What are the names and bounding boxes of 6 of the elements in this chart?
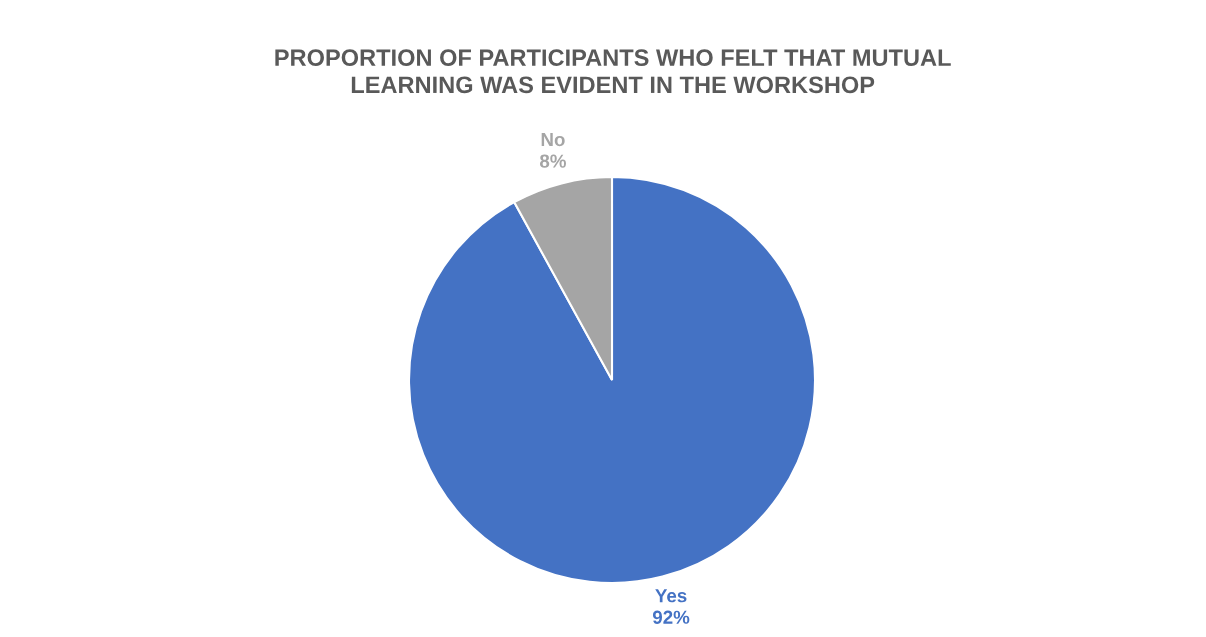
slice-label: No [541,133,565,147]
data-label: 92% [652,610,690,624]
slice-label: Yes [655,589,687,603]
data-label: 8% [539,154,566,168]
chart-title: PROPORTION OF PARTICIPANTS WHO FELT THAT MUTUAL LEARNING WAS EVIDENT IN THE WORKSHOP [275,49,951,94]
pie-slice [407,175,817,585]
